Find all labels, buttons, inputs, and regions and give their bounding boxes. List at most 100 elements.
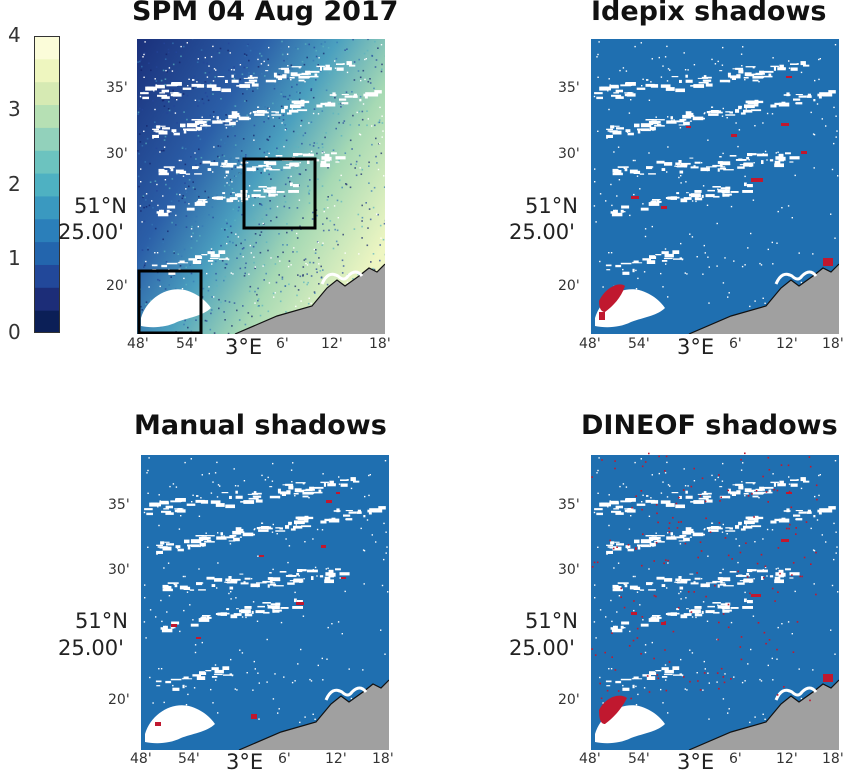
shadow-patch <box>786 76 792 78</box>
spm-noise <box>219 47 222 50</box>
cloud-speck <box>810 111 812 114</box>
spm-noise <box>324 41 326 43</box>
cloud-patch <box>807 509 811 513</box>
cloud-patch <box>247 76 258 79</box>
cloud-speck <box>720 156 722 158</box>
spm-noise <box>257 298 260 300</box>
spm-noise <box>152 206 154 209</box>
cloud-speck <box>212 481 214 483</box>
cloud-speck <box>593 511 596 514</box>
spm-noise <box>183 248 186 251</box>
spm-noise <box>255 82 258 85</box>
spm-noise <box>218 307 220 310</box>
cloud-patch <box>275 527 281 529</box>
shadow-patch <box>653 560 655 562</box>
cloud-speck <box>650 497 652 499</box>
cloud-patch <box>156 550 163 554</box>
cloud-patch <box>679 79 682 83</box>
cloud-patch <box>790 483 798 487</box>
cloud-patch <box>606 134 613 138</box>
cloud-speck <box>312 492 315 494</box>
coastline <box>688 263 839 334</box>
spm-noise <box>357 213 360 216</box>
spm-noise <box>246 67 248 69</box>
spm-noise <box>310 121 313 123</box>
cloud-speck <box>623 167 625 169</box>
cloud-speck <box>142 56 144 58</box>
spm-noise <box>341 186 343 189</box>
cloud-speck <box>594 597 596 599</box>
cloud-speck <box>766 159 768 161</box>
cloud-patch <box>600 502 611 507</box>
cloud-patch <box>743 525 753 529</box>
cloud-patch <box>609 131 614 133</box>
shadow-patch <box>730 678 732 680</box>
cloud-speck <box>707 555 709 557</box>
colorbar-step <box>34 195 60 220</box>
cloud-patch <box>189 589 195 591</box>
cloud-patch <box>650 201 654 204</box>
spm-noise <box>176 172 178 175</box>
cloud-patch <box>288 190 299 193</box>
cloud-patch <box>324 579 334 584</box>
shadow-patch <box>763 576 765 579</box>
cloud-patch <box>275 155 283 157</box>
shadow-patch <box>631 196 639 199</box>
shadow-patch <box>809 699 811 702</box>
cloud-speck <box>726 117 728 119</box>
cloud-patch <box>690 528 694 532</box>
cloud-speck <box>197 166 200 168</box>
spm-noise <box>368 165 370 167</box>
spm-noise <box>308 189 311 192</box>
cloud-patch <box>309 70 320 73</box>
lon-tick-6: 6' <box>276 336 289 352</box>
spm-noise <box>218 52 221 54</box>
cloud-speck <box>160 668 163 670</box>
cloud-speck <box>625 70 628 72</box>
cloud-speck <box>267 476 269 479</box>
cloud-patch <box>240 528 244 532</box>
shadow-patch <box>777 591 779 593</box>
spm-noise <box>280 91 283 93</box>
spm-noise <box>224 195 226 198</box>
cloud-speck <box>261 474 263 477</box>
cloud-patch <box>266 526 272 529</box>
cloud-patch <box>294 488 302 492</box>
spm-noise <box>233 146 236 149</box>
spm-noise <box>184 196 186 199</box>
shadow-patch <box>631 506 633 509</box>
spm-noise <box>156 51 159 53</box>
shadow-patch <box>740 658 743 661</box>
spm-noise <box>297 91 300 94</box>
spm-noise <box>198 148 200 151</box>
cloud-speck <box>597 53 599 56</box>
cloud-patch <box>229 535 237 537</box>
cloud-speck <box>635 269 637 272</box>
cloud-patch <box>822 509 833 513</box>
cloud-speck <box>674 165 676 167</box>
cloud-patch <box>774 160 781 164</box>
shadow-patch <box>765 491 768 493</box>
cloud-patch <box>615 89 623 93</box>
cloud-patch <box>255 499 263 503</box>
cloud-speck <box>593 621 596 623</box>
cloud-speck <box>166 611 168 613</box>
cloud-speck <box>254 266 256 268</box>
cloud-speck <box>775 568 777 570</box>
cloud-patch <box>262 110 268 113</box>
cloud-speck <box>772 473 774 475</box>
cloud-patch <box>607 546 618 548</box>
spm-noise <box>139 141 142 143</box>
cloud-patch <box>159 501 169 505</box>
cloud-speck <box>197 225 199 228</box>
colorbar-gradient <box>34 36 60 333</box>
spm-noise <box>361 220 363 222</box>
cloud-patch <box>307 160 310 164</box>
cloud-speck <box>722 107 724 110</box>
spm-noise <box>231 179 233 181</box>
cloud-speck <box>599 193 602 195</box>
spm-noise <box>310 275 313 277</box>
spm-noise <box>224 263 227 265</box>
cloud-patch <box>226 198 234 203</box>
spm-noise <box>245 100 248 102</box>
